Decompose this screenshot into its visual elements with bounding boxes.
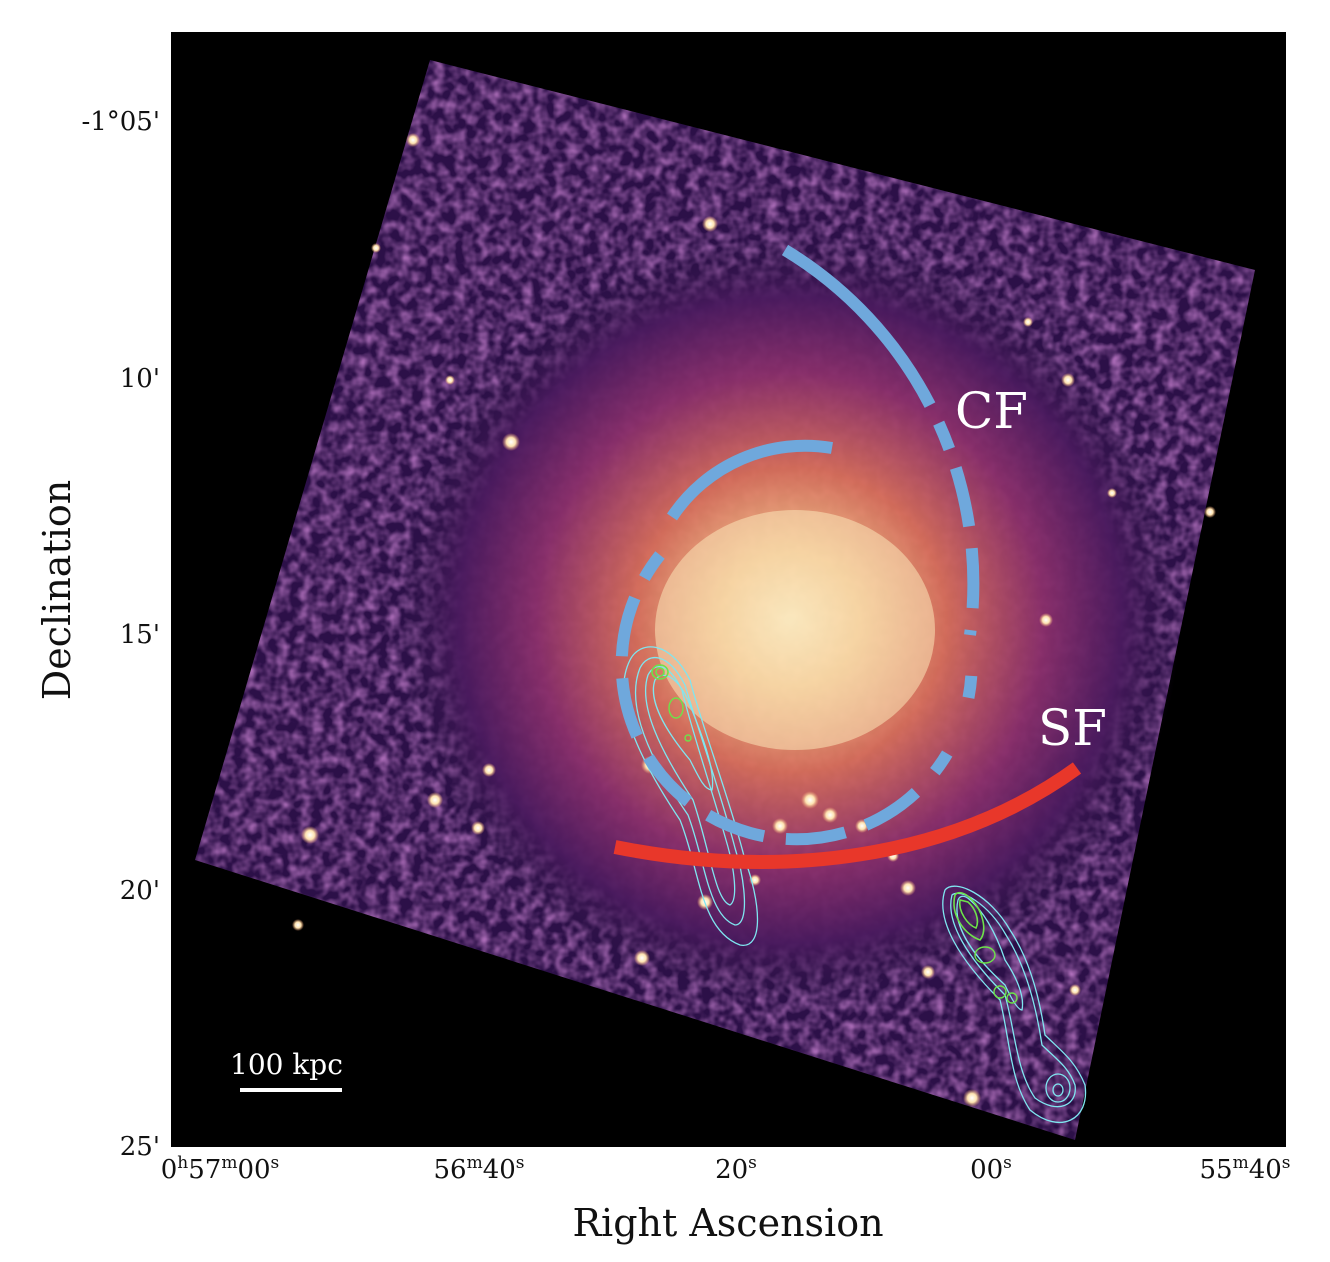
y-axis-title: Declination (35, 480, 79, 700)
cold-front-circle (667, 439, 834, 521)
x-tick-label: 56m40s (433, 1153, 524, 1185)
scale-bar-label: 100 kpc (230, 1048, 343, 1081)
xray-image: CF SF 100 kpc (195, 60, 1255, 1140)
x-tick-label: 00s (970, 1153, 1012, 1185)
shock-front-label: SF (1038, 699, 1107, 757)
x-axis-title: Right Ascension (572, 1201, 883, 1245)
x-tick-label: 0h57m00s (161, 1153, 280, 1185)
cold-front-label: CF (955, 382, 1028, 440)
y-tick-label: 20' (120, 876, 160, 906)
radio-contours-right (942, 885, 1087, 1124)
x-tick-label: 55m40s (1199, 1153, 1290, 1185)
y-tick-label: 25' (120, 1132, 160, 1162)
y-tick-label: 10' (120, 364, 160, 394)
cold-front-arc (781, 244, 980, 636)
cluster-core (655, 510, 935, 750)
x-tick-label: 20s (715, 1153, 757, 1185)
shock-front-arc (613, 762, 1082, 869)
cold-front-inner-dashes (615, 551, 978, 846)
plot-frame (171, 32, 1286, 1147)
y-tick-label: 15' (120, 620, 160, 650)
y-tick-label: -1°05' (81, 107, 160, 137)
ticks (172, 33, 1285, 1146)
